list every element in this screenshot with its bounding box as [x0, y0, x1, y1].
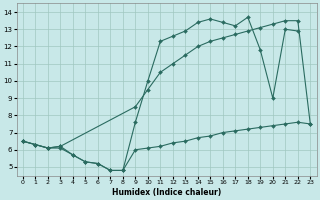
X-axis label: Humidex (Indice chaleur): Humidex (Indice chaleur) — [112, 188, 221, 197]
